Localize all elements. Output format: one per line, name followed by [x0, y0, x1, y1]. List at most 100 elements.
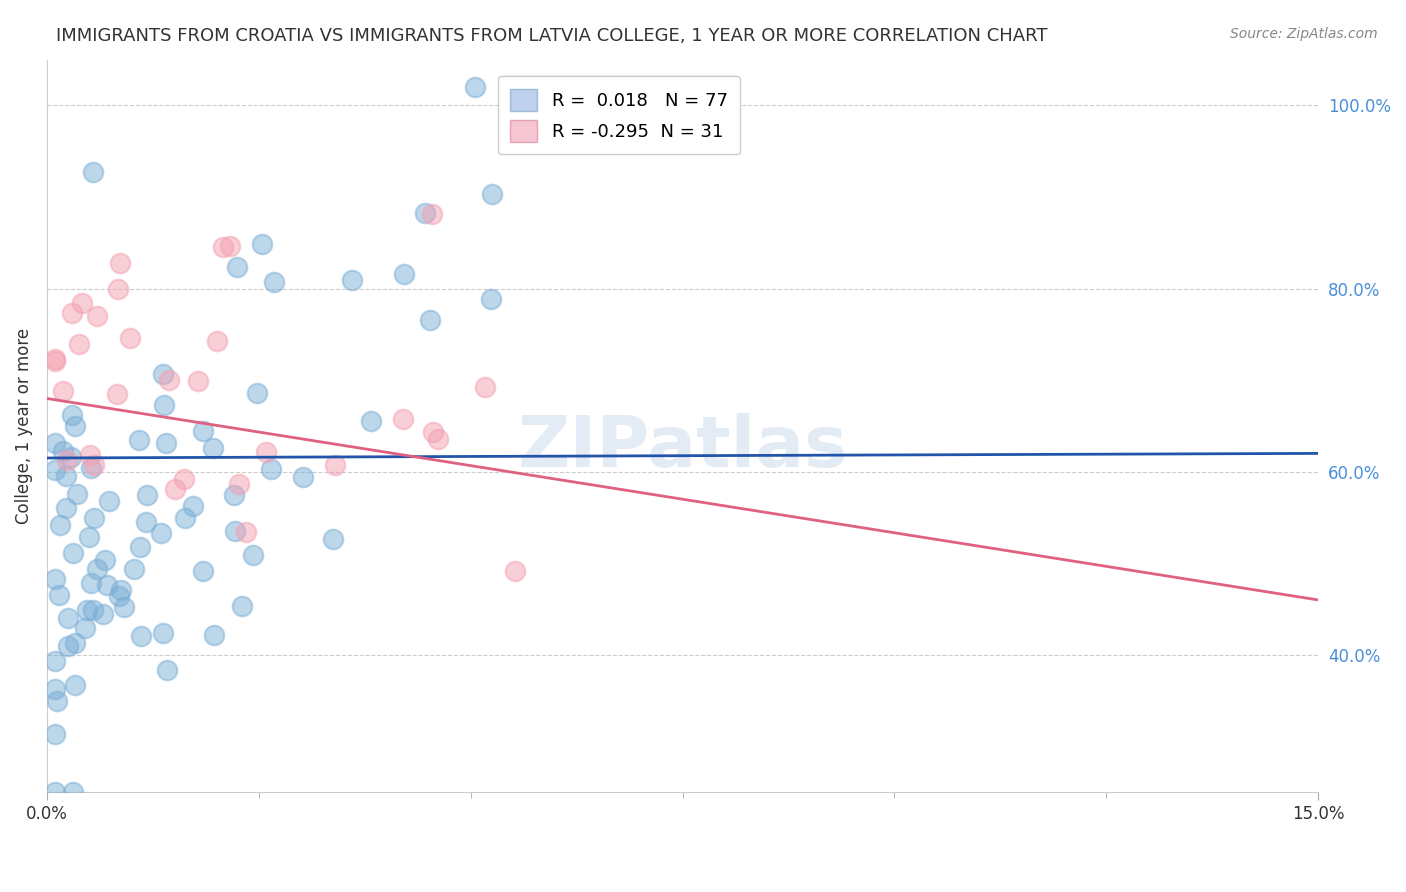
Point: [157, 373, 180, 387]
Point: [60, 306, 83, 320]
Point: [52, 384, 75, 398]
Point: [107, 282, 129, 296]
Point: [49, 518, 72, 533]
Point: [224, 524, 246, 538]
Point: [44, 681, 66, 696]
Point: [150, 525, 173, 540]
Point: [94, 552, 117, 566]
Point: [45, 694, 67, 708]
Point: [96, 578, 118, 592]
Point: [464, 80, 486, 95]
Point: [586, 80, 609, 95]
Point: [56, 452, 79, 467]
Point: [131, 629, 153, 643]
Point: [48, 588, 70, 602]
Point: [55, 468, 77, 483]
Point: [183, 500, 205, 514]
Point: [254, 445, 277, 459]
Point: [360, 414, 382, 428]
Point: [52, 443, 75, 458]
Point: [79, 448, 101, 462]
Point: [76, 603, 98, 617]
Point: [422, 207, 444, 221]
Legend: R =  0.018   N = 77, R = -0.295  N = 31: R = 0.018 N = 77, R = -0.295 N = 31: [498, 76, 741, 154]
Point: [392, 267, 415, 281]
Text: IMMIGRANTS FROM CROATIA VS IMMIGRANTS FROM LATVIA COLLEGE, 1 YEAR OR MORE CORREL: IMMIGRANTS FROM CROATIA VS IMMIGRANTS FR…: [56, 27, 1047, 45]
Point: [426, 433, 449, 447]
Point: [250, 236, 273, 251]
Point: [211, 240, 233, 254]
Point: [70, 296, 93, 310]
Point: [246, 386, 269, 401]
Point: [67, 336, 90, 351]
Point: [155, 436, 177, 450]
Point: [152, 398, 174, 412]
Point: [98, 493, 121, 508]
Point: [187, 374, 209, 388]
Point: [59, 450, 82, 465]
Point: [62, 546, 84, 560]
Point: [44, 352, 66, 367]
Point: [44, 726, 66, 740]
Point: [60, 409, 83, 423]
Point: [91, 607, 114, 621]
Point: [44, 654, 66, 668]
Point: [108, 256, 131, 270]
Point: [218, 239, 240, 253]
Point: [156, 663, 179, 677]
Point: [419, 313, 441, 327]
Point: [391, 412, 413, 426]
Point: [163, 482, 186, 496]
Point: [263, 275, 285, 289]
Point: [44, 353, 66, 368]
Point: [58, 611, 80, 625]
Point: [129, 541, 152, 555]
Point: [44, 572, 66, 586]
Point: [110, 583, 132, 598]
Point: [340, 273, 363, 287]
Point: [231, 599, 253, 614]
Point: [63, 419, 86, 434]
Point: [122, 561, 145, 575]
Point: [191, 565, 214, 579]
Point: [105, 387, 128, 401]
Point: [422, 425, 444, 440]
Point: [62, 785, 84, 799]
Point: [112, 599, 135, 614]
Point: [224, 488, 246, 502]
Point: [481, 187, 503, 202]
Point: [79, 576, 101, 591]
Point: [83, 511, 105, 525]
Point: [80, 461, 103, 475]
Point: [118, 331, 141, 345]
Point: [73, 621, 96, 635]
Point: [323, 458, 346, 472]
Point: [77, 530, 100, 544]
Text: ZIPatlas: ZIPatlas: [517, 413, 848, 483]
Point: [44, 785, 66, 799]
Point: [58, 639, 80, 653]
Point: [291, 469, 314, 483]
Point: [55, 501, 77, 516]
Point: [413, 206, 436, 220]
Point: [63, 678, 86, 692]
Point: [193, 424, 215, 438]
Point: [44, 435, 66, 450]
Point: [66, 487, 89, 501]
Point: [83, 458, 105, 472]
Point: [242, 548, 264, 562]
Point: [474, 379, 496, 393]
Point: [82, 165, 104, 179]
Point: [173, 472, 195, 486]
Point: [205, 334, 228, 348]
Point: [86, 309, 108, 323]
Point: [260, 461, 283, 475]
Point: [86, 562, 108, 576]
Point: [174, 511, 197, 525]
Text: Source: ZipAtlas.com: Source: ZipAtlas.com: [1230, 27, 1378, 41]
Point: [136, 488, 159, 502]
Point: [479, 292, 502, 306]
Point: [107, 589, 129, 603]
Point: [202, 628, 225, 642]
Point: [135, 516, 157, 530]
